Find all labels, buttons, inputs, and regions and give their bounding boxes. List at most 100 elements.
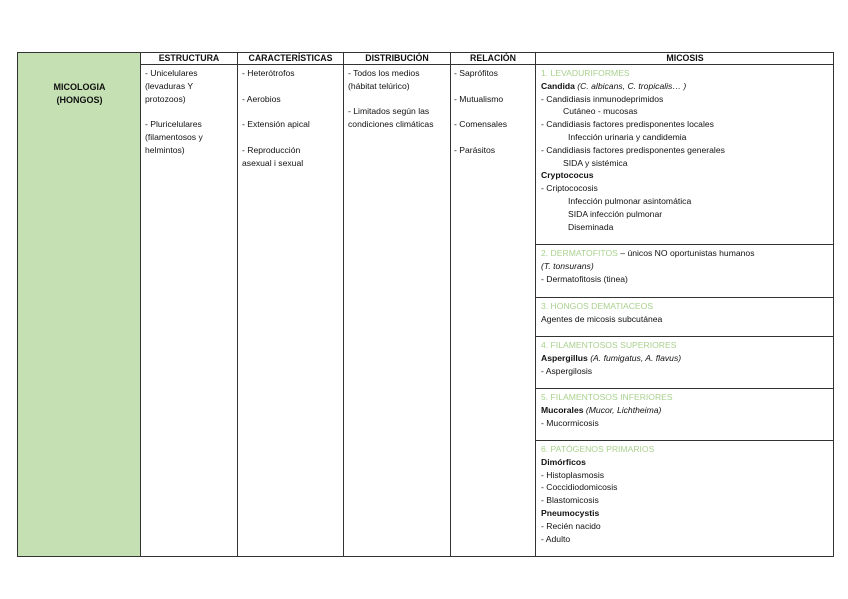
micosis-line: SIDA infección pulmonar	[541, 208, 725, 221]
micosis-line: Agentes de micosis subcutánea	[541, 313, 662, 326]
line-text: - Histoplasmosis	[541, 469, 605, 480]
cell-line: - Unicelulares	[145, 68, 198, 78]
line-text: - Dermatofitosis (tinea)	[541, 273, 628, 284]
line-text: - Candidiasis factores predisponentes lo…	[541, 119, 714, 130]
column-divider	[535, 53, 536, 556]
section-heading: 1. LEVADURIFORMES	[541, 67, 725, 80]
line-text: SIDA infección pulmonar	[568, 208, 663, 219]
section-heading: 3. HONGOS DEMATIACEOS	[541, 300, 662, 313]
cell-line	[454, 80, 507, 93]
cell-line	[242, 105, 310, 118]
header-relacion: RELACIÓN	[470, 53, 516, 63]
line-text: 4. FILAMENTOSOS SUPERIORES	[541, 340, 677, 350]
micosis-line: - Blastomicosis	[541, 494, 654, 507]
section-heading: 2. DERMATOFITOS – únicos NO oportunistas…	[541, 247, 755, 260]
cell-line: - Limitados según las	[348, 106, 430, 117]
caracteristicas-cell: - Heterótrofos - Aerobios - Extensión apic…	[242, 67, 310, 169]
cell-line: - Saprófitos	[454, 68, 498, 78]
category-cell: MICOLOGIA (HONGOS)	[18, 53, 141, 556]
section-heading: 6. PATÓGENOS PRIMARIOS	[541, 443, 654, 456]
micosis-line: Aspergillus (A. fumigatus, A. flavus)	[541, 352, 681, 365]
micosis-line: Cutáneo - mucosas	[541, 105, 725, 118]
micosis-line: - Candidiasis factores predisponentes ge…	[541, 144, 725, 157]
micosis-line: - Candidiasis factores predisponentes lo…	[541, 118, 725, 131]
micosis-line: (T. tonsurans)	[541, 260, 755, 273]
estructura-cell: - Unicelulares (levaduras Y protozoos) - Pl…	[145, 67, 203, 157]
micosis-line: Dimórficos	[541, 456, 654, 469]
relacion-cell: - Saprófitos - Mutualismo - Comensales - Pa…	[454, 67, 507, 157]
cell-line: - Comensales	[454, 119, 508, 130]
line-text: 5. FILAMENTOSOS INFERIORES	[541, 392, 673, 402]
line-text: 3. HONGOS DEMATIACEOS	[541, 301, 654, 311]
line-text: Diseminada	[568, 221, 614, 232]
cell-line	[454, 105, 507, 118]
cell-line: - Todos los medios	[348, 68, 420, 78]
cell-line	[454, 131, 507, 144]
column-divider	[237, 53, 238, 556]
cell-line: (levaduras Y	[145, 80, 194, 91]
micosis-line: - Aspergilosis	[541, 365, 681, 378]
organism-name: Mucorales	[541, 404, 584, 415]
micosis-line: - Mucormicosis	[541, 417, 673, 430]
micosis-line: - Recién nacido	[541, 520, 654, 533]
cell-line: asexual i sexual	[242, 157, 304, 168]
micosis-line: Pneumocystis	[541, 507, 654, 520]
section-heading: 4. FILAMENTOSOS SUPERIORES	[541, 339, 681, 352]
cell-line	[145, 105, 203, 118]
micosis-line: Infección pulmonar asintomática	[541, 195, 725, 208]
header-caracteristicas: CARACTERÍSTICAS	[248, 53, 333, 63]
section-heading: 5. FILAMENTOSOS INFERIORES	[541, 391, 673, 404]
line-text: - Adulto	[541, 533, 571, 544]
line-text: - Criptococosis	[541, 183, 598, 194]
cell-line	[348, 93, 434, 106]
micosis-line: - Candidiasis inmunodeprimidos	[541, 93, 725, 106]
cell-line: (hábitat telúrico)	[348, 80, 410, 91]
cell-line: helmintos)	[145, 144, 185, 155]
micosis-line: SIDA y sistémica	[541, 157, 725, 170]
category-title-line: MICOLOGIA	[53, 82, 106, 92]
category-title: MICOLOGIA (HONGOS)	[18, 81, 141, 106]
line-text: - Blastomicosis	[541, 495, 599, 506]
micosis-section: 6. PATÓGENOS PRIMARIOS Dimórficos - Histop…	[541, 443, 654, 545]
micosis-section: 2. DERMATOFITOS – únicos NO oportunistas…	[541, 247, 755, 285]
cell-line: (filamentosos y	[145, 131, 203, 142]
organism-name: Candida	[541, 80, 575, 91]
header-estructura: ESTRUCTURA	[158, 53, 220, 63]
section-divider	[535, 244, 833, 245]
micosis-line: Candida (C. albicans, C. tropicalis… )	[541, 80, 725, 93]
cell-line: - Heterótrofos	[242, 68, 295, 78]
cell-line: - Aerobios	[242, 93, 281, 104]
cell-line: - Mutualismo	[454, 93, 504, 104]
micologia-table: MICOLOGIA (HONGOS) ESTRUCTURA CARACTERÍS…	[17, 52, 834, 557]
micosis-line: - Histoplasmosis	[541, 469, 654, 482]
micosis-line: - Adulto	[541, 533, 654, 546]
header-micosis: MICOSIS	[666, 53, 704, 63]
line-text: 1. LEVADURIFORMES	[541, 68, 630, 78]
cell-line: - Pluricelulares	[145, 119, 202, 130]
species-names: (A. fumigatus, A. flavus)	[587, 352, 682, 363]
cell-line: - Parásitos	[454, 144, 496, 155]
column-divider	[343, 53, 344, 556]
micosis-line: Diseminada	[541, 221, 725, 234]
line-text: 2. DERMATOFITOS	[541, 248, 618, 258]
line-text: SIDA y sistémica	[563, 157, 628, 168]
cell-line: - Extensión apical	[242, 119, 310, 130]
micosis-line: Infección urinaria y candidemia	[541, 131, 725, 144]
cell-line: condiciones climáticas	[348, 119, 434, 130]
line-text: 6. PATÓGENOS PRIMARIOS	[541, 444, 655, 454]
line-text: Infección pulmonar asintomática	[568, 195, 692, 206]
cell-line: protozoos)	[145, 93, 186, 104]
section-divider	[535, 297, 833, 298]
section-divider	[535, 336, 833, 337]
section-divider	[535, 388, 833, 389]
cell-line	[242, 80, 310, 93]
line-text: Cutáneo - mucosas	[563, 106, 638, 117]
micosis-line: - Criptococosis	[541, 182, 725, 195]
micosis-section: 5. FILAMENTOSOS INFERIORES Mucorales (Muc…	[541, 391, 673, 429]
line-text: - Coccidiodomicosis	[541, 482, 618, 493]
category-title-line: (HONGOS)	[56, 94, 103, 105]
organism-name: Cryptococus	[541, 170, 594, 181]
header-divider	[141, 64, 833, 65]
species-names: (C. albicans, C. tropicalis… )	[574, 80, 687, 91]
micosis-line: Cryptococus	[541, 169, 725, 182]
